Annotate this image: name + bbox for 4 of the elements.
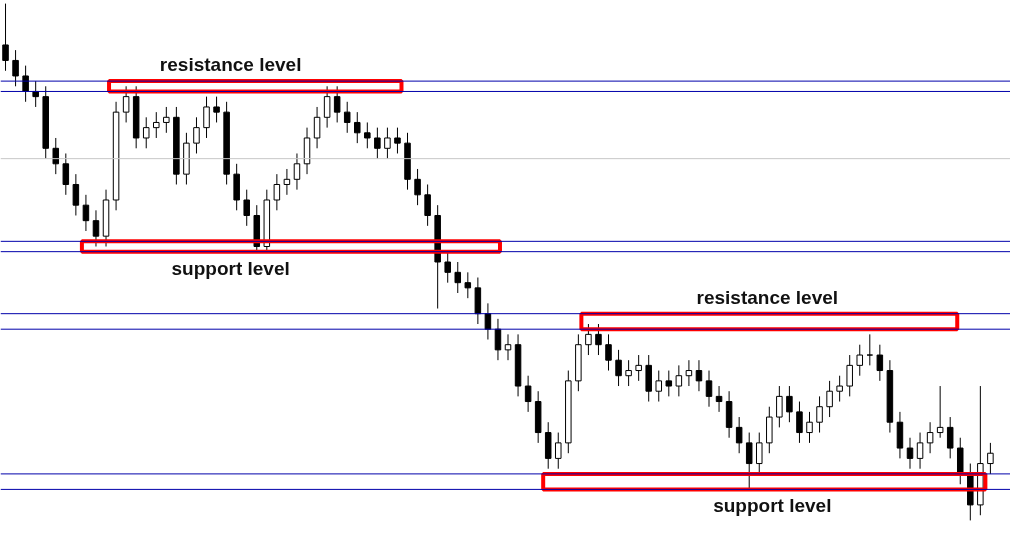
annotation: resistance level	[159, 54, 302, 76]
annotation: resistance level	[696, 286, 839, 308]
annotation: support level	[171, 257, 290, 279]
annotation: support level	[713, 495, 832, 517]
